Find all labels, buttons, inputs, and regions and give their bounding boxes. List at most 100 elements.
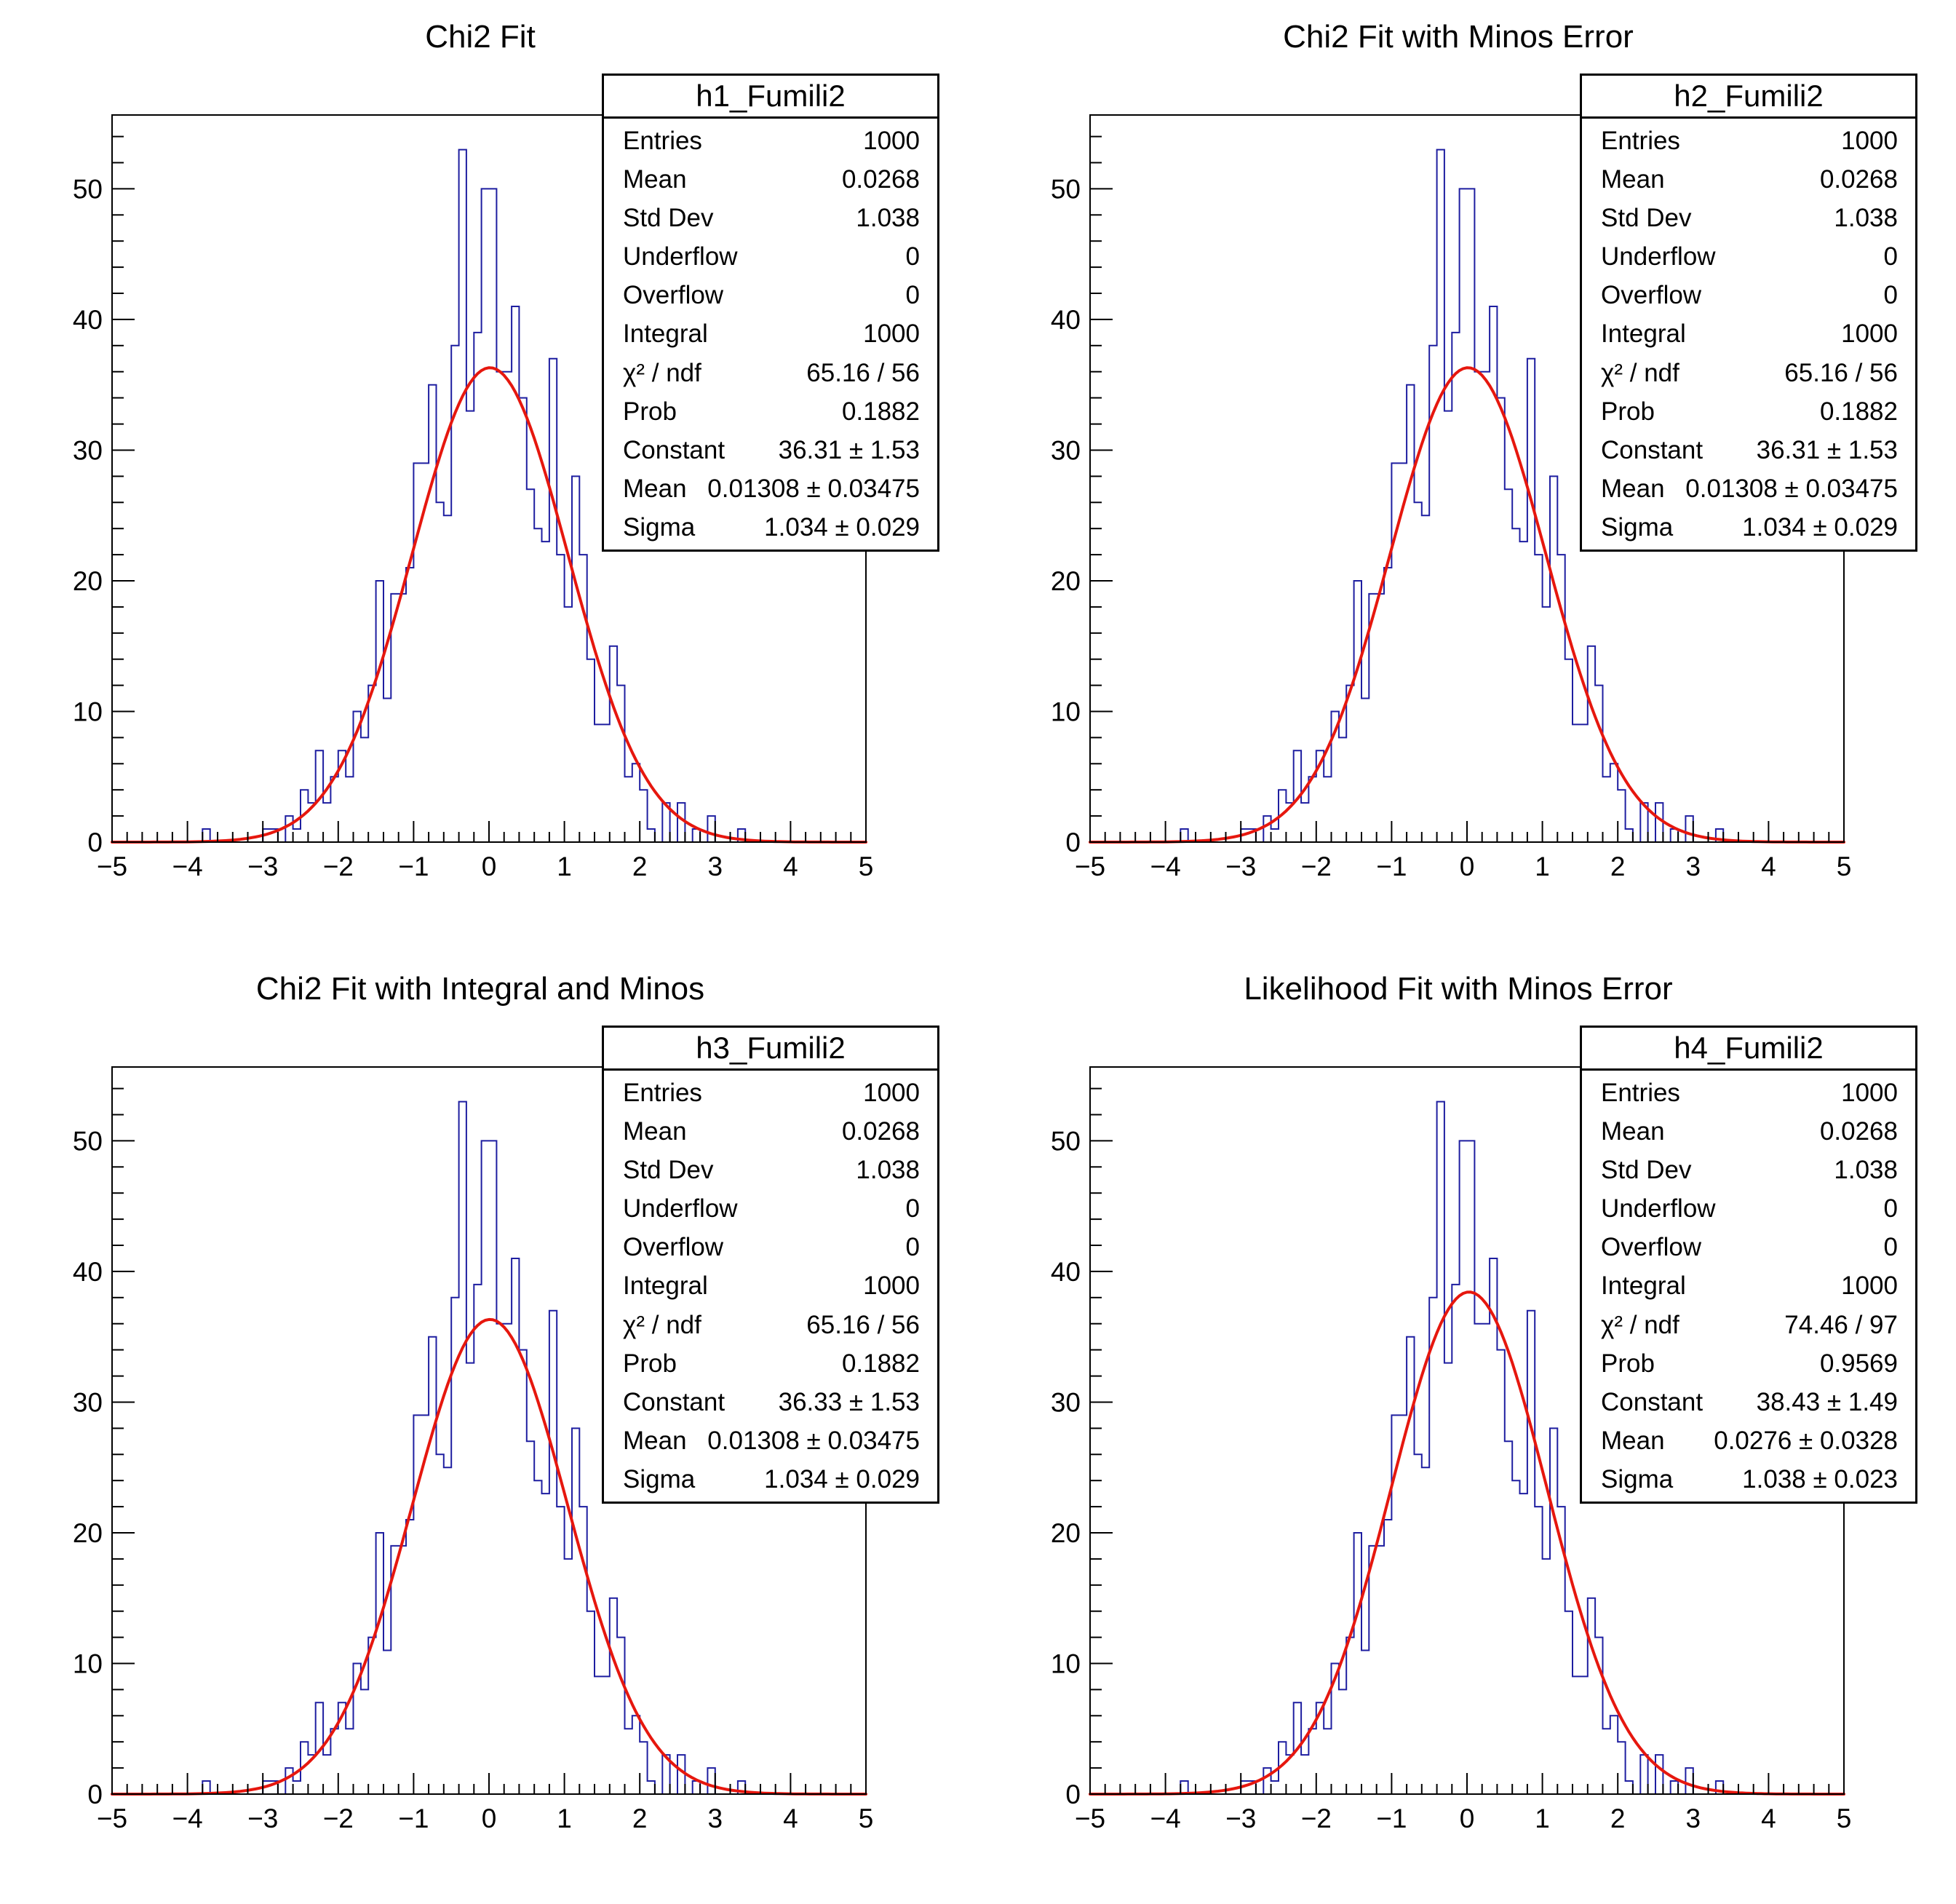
stats-row-value: 0 (1883, 1233, 1898, 1262)
stats-row-label: χ² / ndf (1601, 1310, 1679, 1339)
x-tick-label: 4 (1761, 852, 1776, 881)
stats-rows: Entries 1000 Mean 0.0268 Std Dev 1.038 Underfl… (604, 119, 937, 550)
y-tick-label: 10 (1051, 697, 1081, 726)
x-tick-label: 0 (1460, 852, 1475, 881)
stats-row-label: Constant (1601, 1387, 1703, 1416)
stats-row-label: Entries (623, 127, 702, 156)
stats-row: Integral 1000 (604, 1273, 937, 1298)
x-tick-label: −4 (1150, 1804, 1181, 1833)
plot-title: Chi2 Fit with Integral and Minos (255, 971, 705, 1007)
stats-row-label: Integral (623, 320, 708, 349)
stats-row-value: 1000 (863, 320, 920, 349)
y-tick-label: 50 (1051, 174, 1081, 204)
x-tick-label: 1 (1535, 1804, 1550, 1833)
y-tick-label: 50 (73, 174, 103, 204)
x-tick-label: 4 (783, 852, 798, 881)
stats-row: Prob 0.1882 (1582, 399, 1915, 424)
stats-row-label: Underflow (623, 242, 738, 271)
x-tick-label: 5 (859, 1804, 874, 1833)
stats-row-label: Underflow (623, 1194, 738, 1223)
stats-row-value: 0.01308 ± 0.03475 (1685, 474, 1898, 503)
x-tick-label: 4 (1761, 1804, 1776, 1833)
stats-row-value: 1.038 ± 0.023 (1742, 1464, 1898, 1494)
stats-row: Mean 0.0276 ± 0.0328 (1582, 1428, 1915, 1453)
x-tick-label: −2 (323, 852, 354, 881)
y-tick-label: 0 (1065, 1780, 1081, 1809)
stats-row-label: Underflow (1601, 1194, 1716, 1223)
stats-row: Integral 1000 (604, 321, 937, 346)
stats-row-value: 1.038 (856, 204, 920, 233)
y-tick-label: 0 (87, 828, 103, 857)
stats-row-value: 0.0276 ± 0.0328 (1714, 1426, 1898, 1455)
stats-row-label: Mean (1601, 1117, 1665, 1146)
x-tick-label: 3 (708, 1804, 723, 1833)
stats-row: Underflow 0 (604, 1196, 937, 1221)
stats-row-label: Sigma (1601, 1464, 1674, 1494)
x-tick-label: −3 (247, 1804, 278, 1833)
stats-row: Underflow 0 (1582, 244, 1915, 269)
stats-row-label: Overflow (623, 1233, 724, 1262)
stats-row-value: 65.16 / 56 (806, 1310, 920, 1339)
y-tick-label: 10 (73, 1649, 103, 1678)
stats-row-label: Underflow (1601, 242, 1716, 271)
plot-title: Chi2 Fit with Minos Error (1283, 19, 1634, 55)
y-tick-label: 20 (73, 566, 103, 596)
y-tick-label: 20 (1051, 566, 1081, 596)
stats-row-label: Mean (623, 1426, 687, 1455)
x-tick-label: −3 (1225, 1804, 1256, 1833)
stats-row-value: 36.31 ± 1.53 (778, 435, 920, 464)
x-tick-label: −4 (172, 1804, 203, 1833)
stats-row: Std Dev 1.038 (1582, 1157, 1915, 1183)
stats-row-label: Entries (1601, 127, 1680, 156)
y-tick-label: 40 (73, 305, 103, 335)
stats-row: Mean 0.0268 (604, 167, 937, 192)
stats-row-value: 0.1882 (841, 397, 920, 426)
stats-row: Entries 1000 (604, 128, 937, 154)
x-tick-label: 3 (1686, 852, 1701, 881)
stats-row: Underflow 0 (604, 244, 937, 269)
stats-row-value: 1000 (1841, 320, 1898, 349)
plot-title: Likelihood Fit with Minos Error (1244, 971, 1673, 1007)
stats-row-value: 65.16 / 56 (1784, 358, 1898, 387)
y-tick-label: 10 (1051, 1649, 1081, 1678)
stats-row-value: 1000 (863, 1079, 920, 1108)
stats-row: Underflow 0 (1582, 1196, 1915, 1221)
stats-row-label: Sigma (623, 1464, 696, 1494)
stats-row: Mean 0.0268 (1582, 1119, 1915, 1144)
gaussian-fit-curve (1089, 366, 1845, 844)
stats-row-value: 0.01308 ± 0.03475 (707, 474, 920, 503)
stats-row-label: χ² / ndf (623, 1310, 701, 1339)
panel-chi2-fit: −5 −4 −3 −2 −1 0 1 2 3 4 5 0 10 20 30 40 50 Chi2 Fit h1_… (0, 0, 978, 952)
stats-box: h4_Fumili2 Entries 1000 Mean 0.0268 Std Dev 1… (1580, 1026, 1917, 1504)
stats-row-value: 1000 (1841, 1079, 1898, 1108)
x-tick-label: 1 (557, 1804, 572, 1833)
stats-row-value: 74.46 / 97 (1784, 1310, 1898, 1339)
x-tick-label: 3 (1686, 1804, 1701, 1833)
x-tick-label: −2 (1301, 1804, 1332, 1833)
stats-rows: Entries 1000 Mean 0.0268 Std Dev 1.038 Underfl… (1582, 119, 1915, 550)
x-tick-label: 1 (557, 852, 572, 881)
y-tick-label: 40 (1051, 305, 1081, 335)
x-tick-label: 4 (783, 1804, 798, 1833)
stats-row-label: Mean (623, 165, 687, 194)
stats-row: Mean 0.01308 ± 0.03475 (1582, 476, 1915, 501)
gaussian-fit-curve (111, 366, 867, 844)
stats-row: Sigma 1.034 ± 0.029 (1582, 515, 1915, 540)
stats-row-value: 1000 (1841, 1272, 1898, 1301)
stats-row-label: Constant (623, 1387, 725, 1416)
stats-row: Prob 0.1882 (604, 1351, 937, 1376)
stats-row: χ² / ndf 74.46 / 97 (1582, 1312, 1915, 1338)
stats-row-label: Integral (623, 1272, 708, 1301)
stats-row-label: Integral (1601, 1272, 1686, 1301)
plot-title: Chi2 Fit (425, 19, 536, 55)
x-tick-label: −1 (1376, 852, 1407, 881)
x-tick-label: −1 (398, 852, 429, 881)
y-tick-label: 40 (1051, 1257, 1081, 1287)
stats-row: χ² / ndf 65.16 / 56 (1582, 360, 1915, 386)
x-tick-label: 5 (859, 852, 874, 881)
stats-row-value: 0.0268 (841, 1117, 920, 1146)
stats-rows: Entries 1000 Mean 0.0268 Std Dev 1.038 Underfl… (604, 1071, 937, 1502)
stats-row-label: Mean (623, 474, 687, 503)
